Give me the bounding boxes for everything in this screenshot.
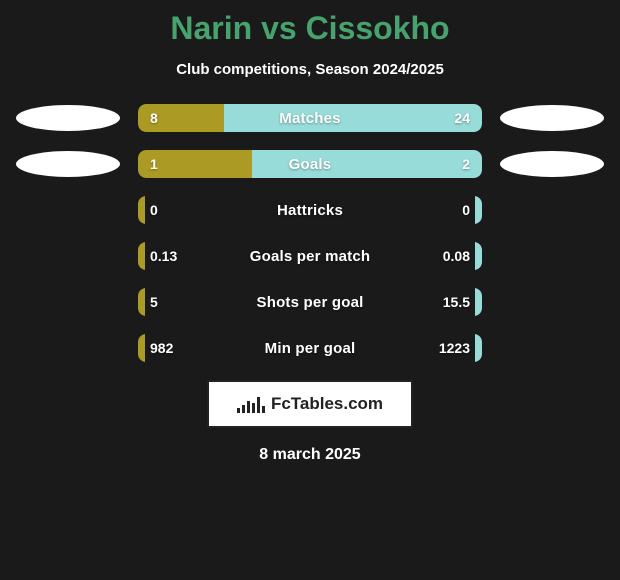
stat-label: Min per goal [138, 334, 482, 362]
logo-bar-segment [247, 401, 250, 413]
stat-value-right: 15.5 [443, 288, 470, 316]
logo-text: FcTables.com [271, 394, 383, 414]
team-left-badge [16, 105, 120, 131]
stat-row: Shots per goal5 15.5 [0, 288, 620, 316]
stat-label: Hattricks [138, 196, 482, 224]
stat-bar: Matches8 24 [138, 104, 482, 132]
team-right-badge [500, 105, 604, 131]
stat-value-right: 0 [462, 196, 470, 224]
logo-bar-segment [242, 405, 245, 413]
stat-label: Goals [138, 150, 482, 178]
stat-row: Goals per match0.13 0.08 [0, 242, 620, 270]
stat-row: Goals1 2 [0, 150, 620, 178]
stat-value-right: 1223 [439, 334, 470, 362]
stat-row: Hattricks0 0 [0, 196, 620, 224]
stat-bar: Hattricks0 0 [138, 196, 482, 224]
stat-value-left: 982 [150, 334, 173, 362]
logo-bar-segment [262, 406, 265, 413]
stat-bar: Shots per goal5 15.5 [138, 288, 482, 316]
stat-value-left: 8 [150, 104, 158, 132]
stat-value-right: 0.08 [443, 242, 470, 270]
stat-value-right: 2 [462, 150, 470, 178]
logo-box: FcTables.com [207, 380, 413, 428]
stats-area: Matches8 24 Goals1 2 Hattricks0 0 Goals per ma… [0, 104, 620, 362]
stat-row: Matches8 24 [0, 104, 620, 132]
stat-label: Goals per match [138, 242, 482, 270]
logo-bar-segment [252, 403, 255, 413]
team-right-badge [500, 151, 604, 177]
logo-bars-icon [237, 395, 265, 413]
stat-value-right: 24 [454, 104, 470, 132]
stat-bar: Goals1 2 [138, 150, 482, 178]
stat-label: Shots per goal [138, 288, 482, 316]
stat-value-left: 0 [150, 196, 158, 224]
stat-value-left: 1 [150, 150, 158, 178]
stat-value-left: 5 [150, 288, 158, 316]
page-title: Narin vs Cissokho [0, 10, 620, 47]
stat-bar: Min per goal982 1223 [138, 334, 482, 362]
logo-bar-segment [257, 397, 260, 413]
stat-row: Min per goal982 1223 [0, 334, 620, 362]
page-subtitle: Club competitions, Season 2024/2025 [0, 61, 620, 78]
stat-value-left: 0.13 [150, 242, 177, 270]
stat-label: Matches [138, 104, 482, 132]
footer-date: 8 march 2025 [0, 446, 620, 464]
logo-bar-segment [237, 408, 240, 413]
stat-bar: Goals per match0.13 0.08 [138, 242, 482, 270]
team-left-badge [16, 151, 120, 177]
comparison-infographic: Narin vs Cissokho Club competitions, Sea… [0, 0, 620, 580]
